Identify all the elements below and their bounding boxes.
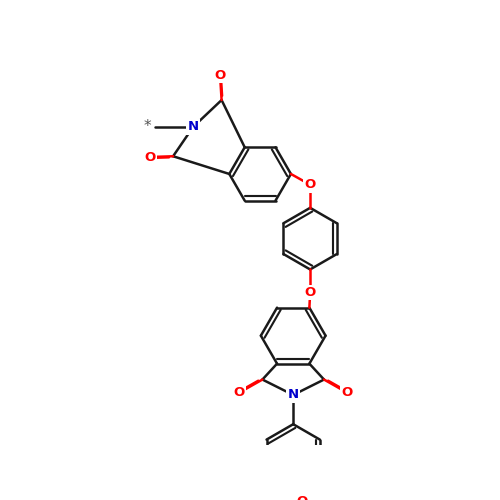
Text: O: O — [304, 178, 316, 191]
Text: N: N — [288, 388, 299, 402]
Text: O: O — [342, 386, 352, 399]
Text: O: O — [234, 386, 245, 399]
Text: O: O — [214, 69, 226, 82]
Text: *: * — [143, 120, 150, 134]
Text: O: O — [304, 286, 316, 299]
Text: O: O — [144, 150, 156, 164]
Text: O: O — [297, 494, 308, 500]
Text: N: N — [188, 120, 198, 134]
